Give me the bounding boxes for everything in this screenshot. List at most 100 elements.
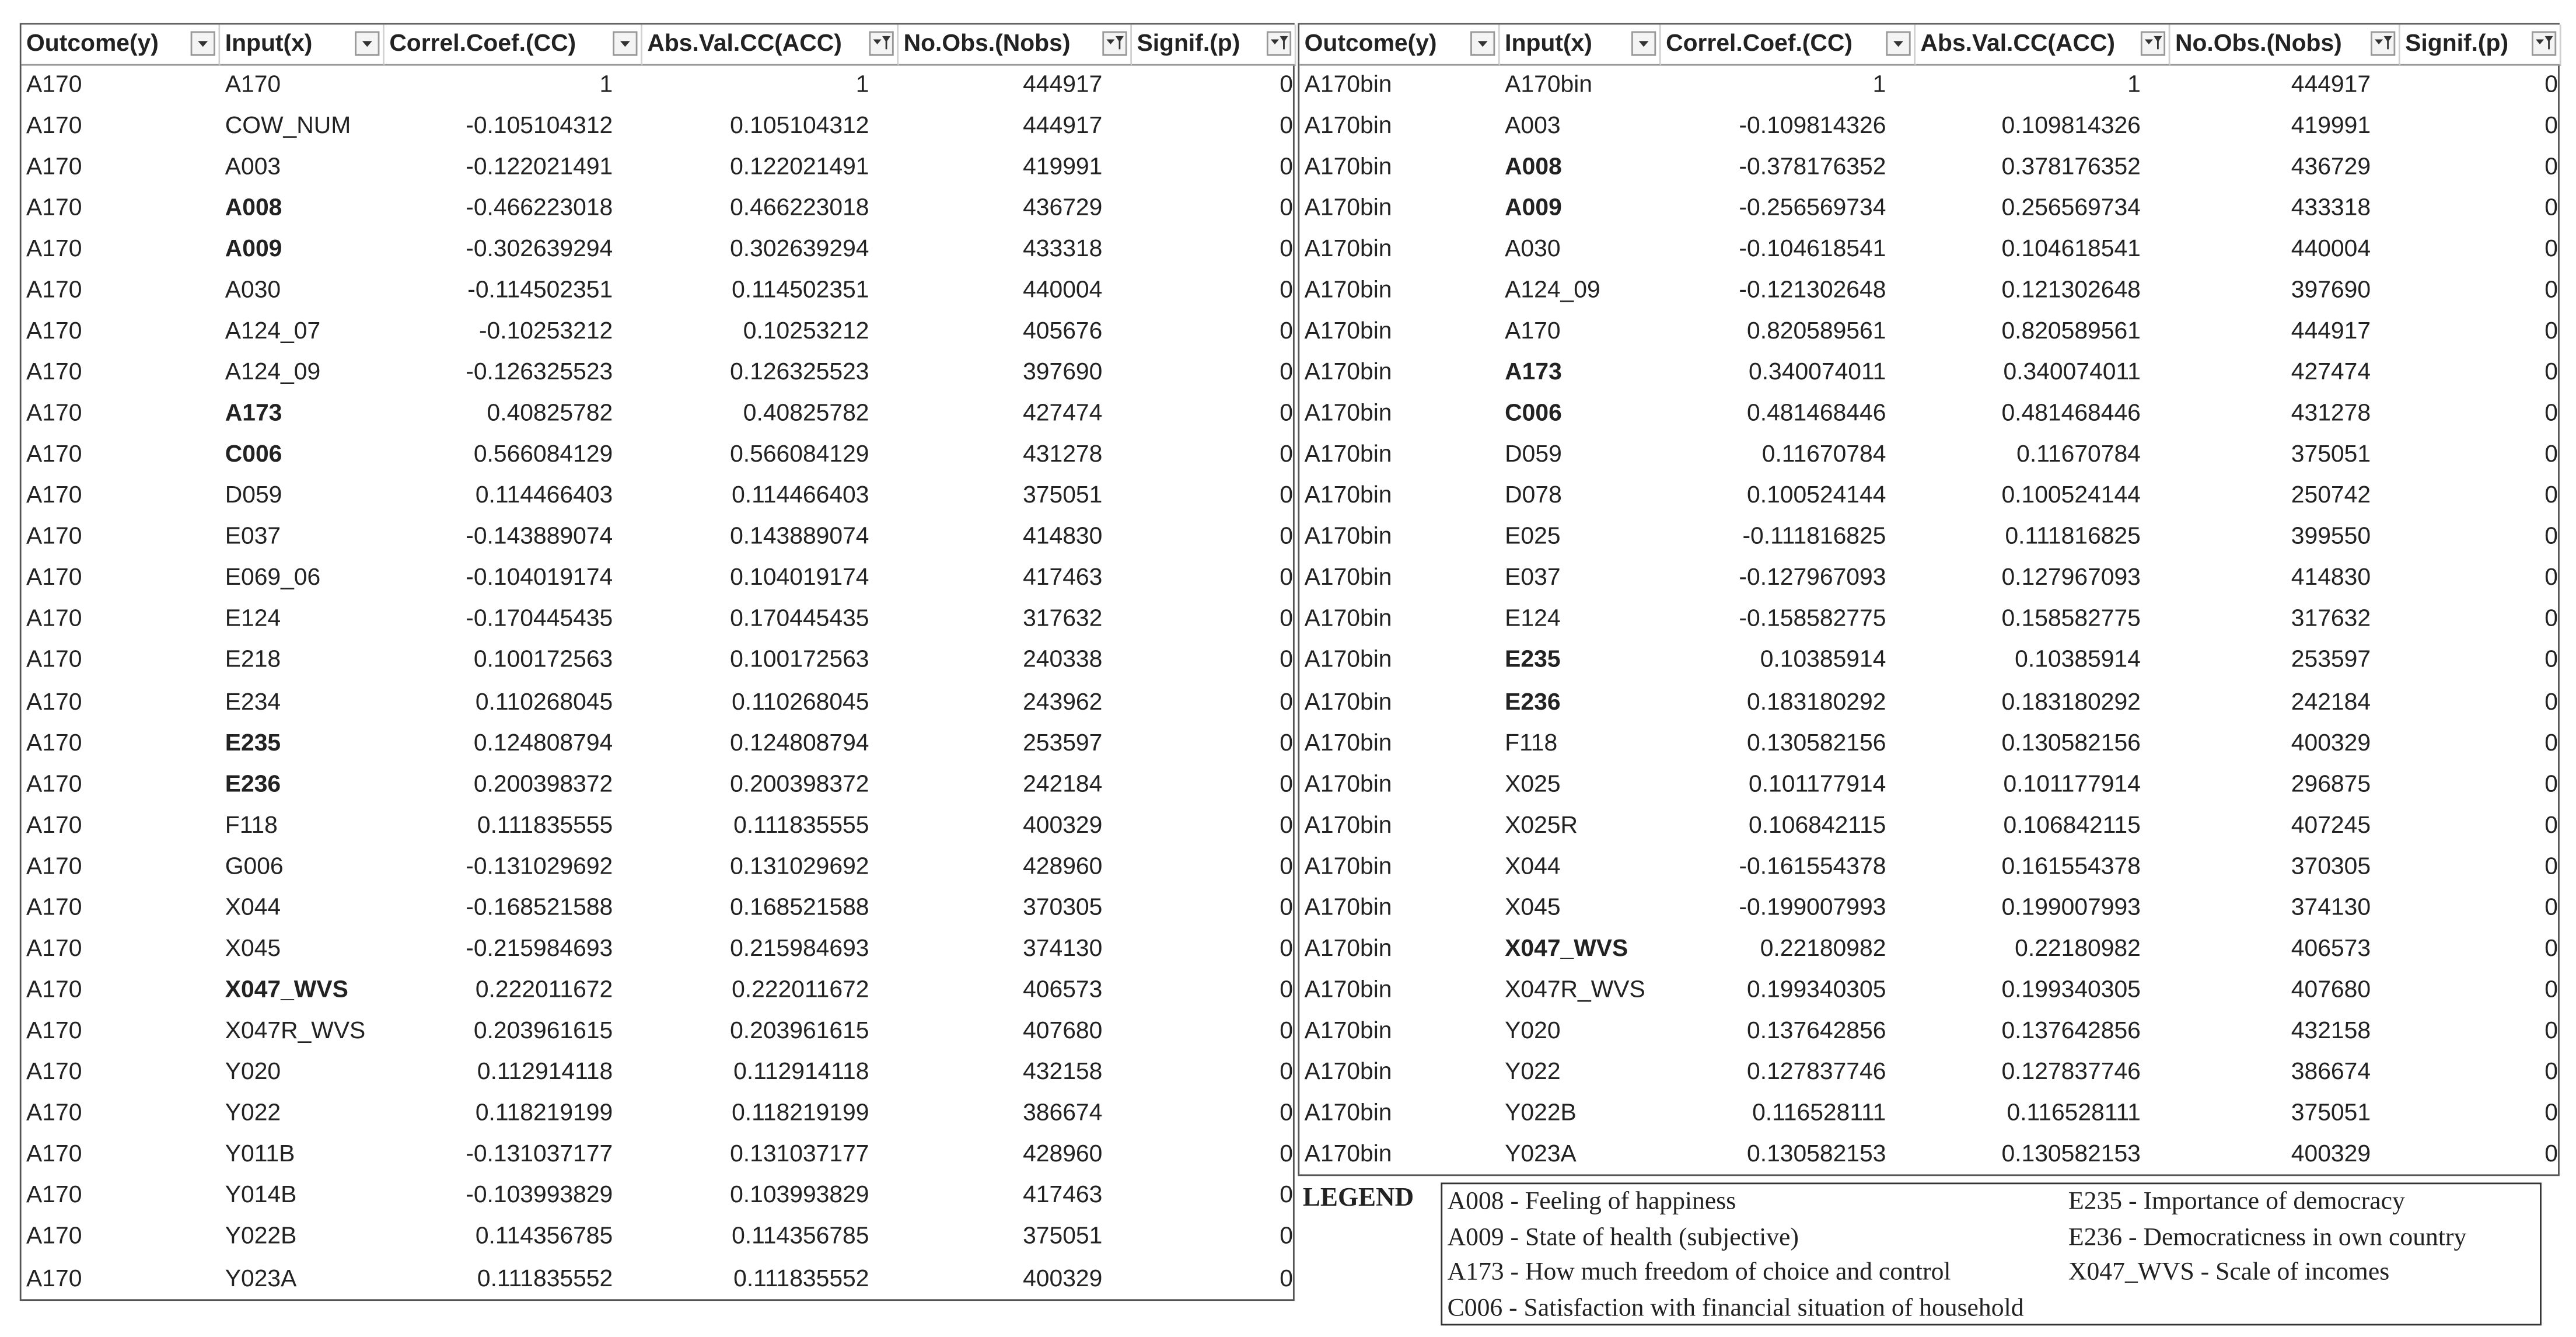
number-cell: 0 xyxy=(2544,71,2558,98)
text-cell: A170bin xyxy=(1304,277,1392,304)
text-cell: E124 xyxy=(1505,606,1561,633)
filter-button[interactable] xyxy=(1470,31,1495,56)
number-cell: 0.114502351 xyxy=(732,277,869,304)
header-text: Input(x) xyxy=(1505,31,1592,58)
number-cell: 407245 xyxy=(2291,812,2371,839)
number-cell: 0.481468446 xyxy=(1747,400,1886,427)
number-cell: 444917 xyxy=(1023,112,1103,139)
number-cell: 0.183180292 xyxy=(1747,689,1886,715)
number-cell: 0.131029692 xyxy=(730,854,869,881)
filter-button[interactable] xyxy=(613,31,638,56)
number-cell: 0.111835552 xyxy=(477,1265,613,1292)
number-cell: 417463 xyxy=(1023,565,1103,592)
number-cell: 0.130582156 xyxy=(2001,730,2141,757)
number-cell: 0.127967093 xyxy=(2001,565,2141,592)
number-cell: 427474 xyxy=(2291,359,2371,386)
text-cell: A170bin xyxy=(1304,236,1392,263)
number-cell: 0 xyxy=(1280,1018,1293,1045)
text-cell: A170bin xyxy=(1304,895,1392,921)
text-cell: A170bin xyxy=(1304,153,1392,180)
number-cell: 0.116528111 xyxy=(2007,1101,2141,1127)
text-cell: F118 xyxy=(225,812,278,839)
text-cell: A170bin xyxy=(1304,71,1392,98)
number-cell: 0 xyxy=(1280,442,1293,469)
number-cell: 0 xyxy=(1280,1141,1293,1168)
text-cell: Y023A xyxy=(225,1265,297,1292)
text-cell: E124 xyxy=(225,606,281,633)
filter-button[interactable] xyxy=(1266,31,1292,56)
number-cell: 0.199340305 xyxy=(2001,977,2141,1004)
number-cell: 0.100524144 xyxy=(1747,483,1886,510)
number-cell: 0 xyxy=(1280,1183,1293,1210)
number-cell: 1 xyxy=(2127,71,2141,98)
text-cell: A170 xyxy=(26,1265,82,1292)
number-cell: 0.127837746 xyxy=(2001,1059,2141,1086)
number-cell: 0.820589561 xyxy=(1747,318,1886,345)
number-cell: 0.22180982 xyxy=(2015,936,2141,963)
number-cell: 0 xyxy=(2544,895,2558,921)
number-cell: 0.104019174 xyxy=(730,565,869,592)
number-cell: 0.109814326 xyxy=(2001,112,2141,139)
text-cell: G006 xyxy=(225,854,284,881)
number-cell: 0 xyxy=(2544,565,2558,592)
number-cell: 431278 xyxy=(2291,400,2371,427)
number-cell: -0.170445435 xyxy=(466,606,613,633)
text-cell: A124_07 xyxy=(225,318,321,345)
text-cell: Y023A xyxy=(1505,1141,1577,1168)
text-cell: D078 xyxy=(1505,483,1562,510)
number-cell: 375051 xyxy=(1023,483,1103,510)
number-cell: 0 xyxy=(1280,565,1293,592)
column-header: Abs.Val.CC(ACC) xyxy=(1916,25,2170,65)
text-cell: A173 xyxy=(1505,359,1562,386)
text-cell: A170bin xyxy=(1304,648,1392,675)
text-cell: A170 xyxy=(26,400,82,427)
table: Outcome(y) Input(x) Correl.Coef.(CC) Abs.Va… xyxy=(19,23,1296,1300)
filter-button[interactable] xyxy=(1631,31,1656,56)
number-cell: -0.302639294 xyxy=(466,236,613,263)
filter-button[interactable] xyxy=(2531,31,2557,56)
number-cell: 0.137642856 xyxy=(2001,1018,2141,1045)
filter-button[interactable] xyxy=(1102,31,1127,56)
number-cell: 0 xyxy=(1280,153,1293,180)
text-cell: A170bin xyxy=(1304,1059,1392,1086)
number-cell: 399550 xyxy=(2291,524,2371,551)
text-cell: A170bin xyxy=(1304,483,1392,510)
number-cell: -0.103993829 xyxy=(466,1183,613,1210)
text-cell: A008 xyxy=(225,195,282,222)
number-cell: 0 xyxy=(1280,483,1293,510)
number-cell: 0.110268045 xyxy=(732,689,869,715)
number-cell: 0.114466403 xyxy=(475,483,613,510)
header-text: Input(x) xyxy=(225,31,313,58)
text-cell: C006 xyxy=(1505,400,1562,427)
number-cell: 242184 xyxy=(1023,771,1103,798)
number-cell: -0.109814326 xyxy=(1739,112,1886,139)
number-cell: 0.124808794 xyxy=(473,730,613,757)
filter-button[interactable] xyxy=(190,31,215,56)
header-text: No.Obs.(Nobs) xyxy=(903,31,1071,58)
text-cell: D059 xyxy=(1505,442,1562,469)
filter-button[interactable] xyxy=(2371,31,2396,56)
text-cell: A170 xyxy=(26,1059,82,1086)
number-cell: 0.111816825 xyxy=(2005,524,2141,551)
number-cell: 0.103993829 xyxy=(730,1183,869,1210)
text-cell: E037 xyxy=(1505,565,1561,592)
text-cell: E234 xyxy=(225,689,281,715)
number-cell: 0.101177914 xyxy=(2003,771,2141,798)
number-cell: 250742 xyxy=(2291,483,2371,510)
column-header: Input(x) xyxy=(1500,25,1661,65)
number-cell: 0.302639294 xyxy=(730,236,869,263)
text-cell: A003 xyxy=(1505,112,1561,139)
filter-button[interactable] xyxy=(2140,31,2166,56)
filter-button[interactable] xyxy=(869,31,894,56)
filter-button[interactable] xyxy=(1886,31,1911,56)
number-cell: 0 xyxy=(2544,648,2558,675)
text-cell: Y020 xyxy=(225,1059,281,1086)
legend-item: A009 - State of health (subjective) xyxy=(1447,1223,1799,1251)
number-cell: 0.10385914 xyxy=(2015,648,2141,675)
text-cell: A170bin xyxy=(1304,977,1392,1004)
filter-button[interactable] xyxy=(355,31,380,56)
text-cell: A170bin xyxy=(1304,318,1392,345)
text-cell: A170bin xyxy=(1304,1101,1392,1127)
number-cell: 0.114466403 xyxy=(732,483,869,510)
number-cell: 0 xyxy=(1280,1059,1293,1086)
